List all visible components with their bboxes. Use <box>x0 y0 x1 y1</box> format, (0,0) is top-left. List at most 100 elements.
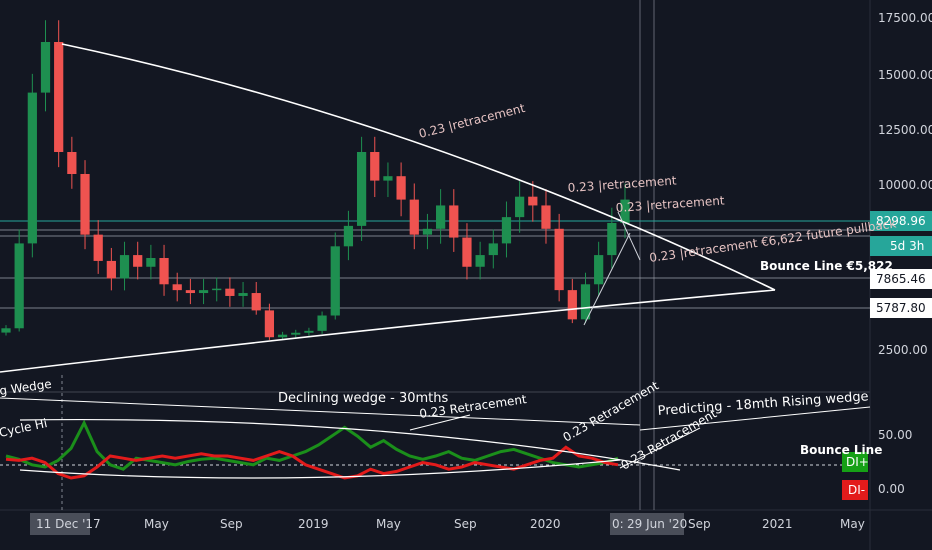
y-tick-15000: 15000.00 <box>878 68 932 82</box>
candle-body <box>40 42 51 93</box>
di-minus-label: DI- <box>848 483 865 497</box>
candle-body <box>594 255 604 285</box>
candle-body <box>1 328 11 333</box>
candle-body <box>436 205 446 229</box>
dmi-annotation-predicting: Predicting - 18mth Rising wedge <box>657 389 869 419</box>
retracement-leader-1 <box>409 414 471 431</box>
x-tick-highlight-1 <box>30 513 90 535</box>
dmi-tick-0: 0.00 <box>878 482 905 496</box>
x-tick-highlight-2 <box>610 513 684 535</box>
di-plus-label: DI+ <box>846 455 869 469</box>
candle-body <box>304 330 314 333</box>
x-tick-sep19: Sep <box>454 517 477 531</box>
price-label-box-4 <box>870 298 932 318</box>
price-candles <box>1 20 630 340</box>
annotation-retracement-1: 0.23 |retracement <box>417 101 526 141</box>
x-tick-dec17: 11 Dec '17 <box>36 517 101 531</box>
candle-body <box>528 196 538 206</box>
candle-body <box>607 222 617 256</box>
candle-body <box>317 315 327 331</box>
candle-body <box>212 288 222 291</box>
candle-body <box>14 243 24 329</box>
candle-body <box>80 174 90 235</box>
price-label-box-1 <box>870 211 932 231</box>
retracement-leader-3 <box>619 427 701 469</box>
dmi-annotation-retracement-2: 0.23 Retracement <box>561 378 662 444</box>
candle-body <box>383 176 393 181</box>
candle-body <box>580 284 591 320</box>
annotation-retracement-3: 0.23 |retracement <box>615 193 725 215</box>
dmi-lines <box>5 419 619 480</box>
candle-body <box>198 290 209 294</box>
candle-body <box>330 246 340 316</box>
candle-body <box>106 260 116 279</box>
candle-body <box>251 293 261 311</box>
bounce-trend-line <box>583 232 631 326</box>
candle-body <box>620 199 630 223</box>
candle-body <box>462 237 472 267</box>
candle-body <box>185 290 195 294</box>
candle-body <box>554 228 564 291</box>
rising-wedge-line <box>639 406 871 431</box>
candle-body <box>343 225 354 247</box>
candle-body <box>291 332 301 335</box>
x-tick-sep20: Sep <box>688 517 711 531</box>
candle-body <box>27 92 37 244</box>
x-tick-may19: May <box>376 517 401 531</box>
y-tick-10000: 10000.00 <box>878 178 932 192</box>
candle-body <box>54 42 64 152</box>
candle-body <box>225 288 235 296</box>
dmi-wedge-top <box>0 397 641 426</box>
dmi-tick-50: 50.00 <box>878 428 912 442</box>
dmi-annotation-cycle-hi: Cycle Hi <box>0 416 49 440</box>
price-label-box-3 <box>870 269 932 289</box>
candle-body <box>119 255 130 279</box>
annotation-future-pullback: 0.23 |retracement €6,622 future pullback <box>648 216 897 265</box>
x-tick-2019: 2019 <box>298 517 329 531</box>
candle-body <box>541 205 551 229</box>
candle-body <box>488 243 498 256</box>
price-label-3: 7865.46 <box>876 272 926 286</box>
x-tick-jun20: 29 Jun '20 <box>627 517 687 531</box>
candle-body <box>356 152 367 226</box>
x-tick-may18: May <box>144 517 169 531</box>
dmi-annotation-wedge-partial: g Wedge <box>0 377 52 398</box>
candle-body <box>264 310 275 338</box>
candle-body <box>159 258 169 285</box>
candle-body <box>515 196 525 218</box>
x-tick-may21: May <box>840 517 865 531</box>
y-tick-12500: 12500.00 <box>878 123 932 137</box>
candle-body <box>133 255 143 267</box>
candle-body <box>146 258 156 267</box>
di-plus-badge <box>842 452 868 472</box>
candle-body <box>67 152 77 174</box>
candle-body <box>422 228 433 235</box>
annotation-bounce-line: Bounce Line €5,822 <box>760 259 893 273</box>
candle-body <box>567 290 577 320</box>
candle-body <box>277 334 288 338</box>
declining-wedge-upper <box>61 43 776 291</box>
di-plus-line <box>5 419 619 471</box>
price-label-4: 5787.80 <box>876 301 926 315</box>
candle-body <box>172 284 182 291</box>
x-tick-2021: 2021 <box>762 517 793 531</box>
candle-body <box>501 217 512 244</box>
wedge-upper-dmi <box>19 418 681 471</box>
candle-body <box>475 255 485 267</box>
candle-body <box>449 205 459 238</box>
di-minus-badge <box>842 480 868 500</box>
annotation-retracement-2: 0.23 |retracement <box>567 173 677 195</box>
candle-body <box>370 152 380 181</box>
pullback-arrow <box>617 211 641 261</box>
price-label-box-2 <box>870 236 932 256</box>
wedge-lower-dmi <box>19 459 621 479</box>
price-label-1: 8298.96 <box>876 214 926 228</box>
price-label-2: 5d 3h <box>890 239 924 253</box>
candle-body <box>93 234 103 261</box>
x-tick-2020: 2020 <box>530 517 561 531</box>
candle-body <box>396 176 406 200</box>
candle-body <box>409 199 419 235</box>
declining-wedge-lower <box>0 289 776 373</box>
y-tick-2500: 2500.00 <box>878 343 928 357</box>
x-tick-partial: 0: <box>612 517 624 531</box>
